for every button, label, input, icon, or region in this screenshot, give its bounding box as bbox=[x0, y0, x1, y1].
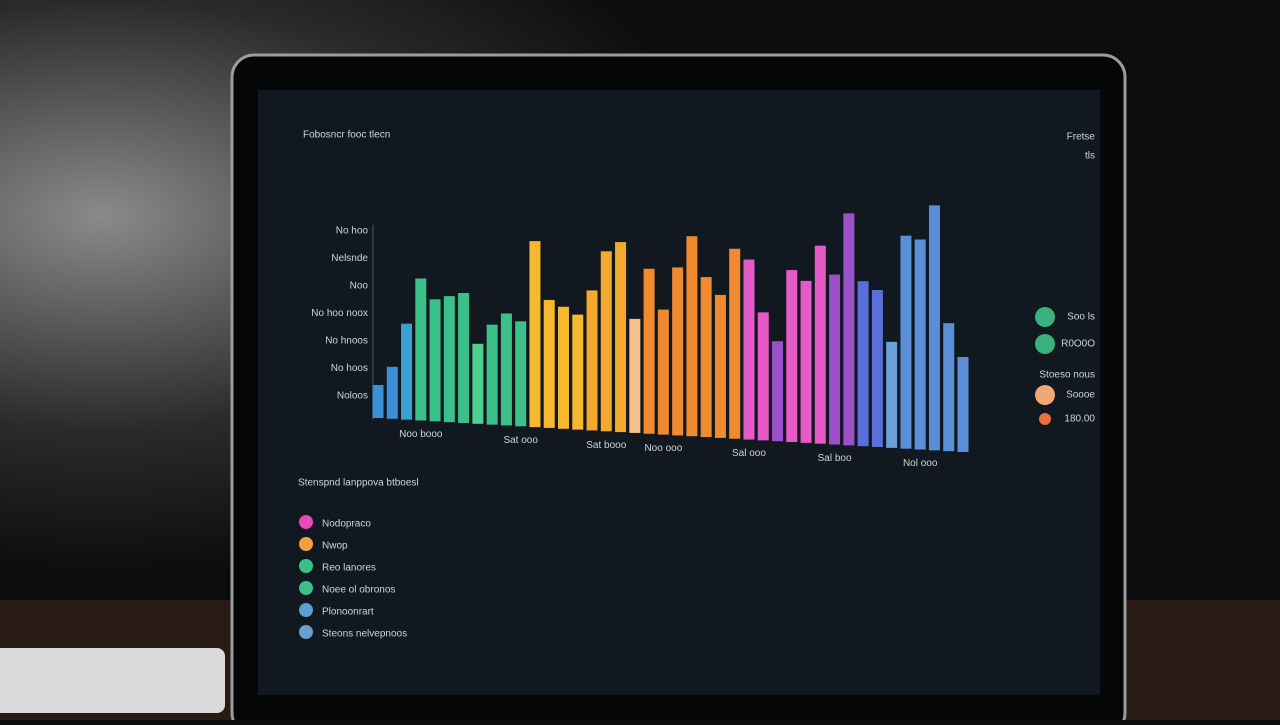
bar bbox=[386, 366, 398, 419]
legend-label: Noee ol obronos bbox=[322, 585, 395, 596]
legend-label: Stoeso nous bbox=[1039, 370, 1095, 381]
bar bbox=[886, 341, 898, 448]
bar bbox=[814, 245, 826, 444]
bar bbox=[529, 241, 541, 428]
legend-marker bbox=[299, 537, 313, 551]
x-tick-label: Nol ooo bbox=[903, 458, 938, 469]
bar bbox=[458, 292, 470, 423]
legend-marker bbox=[299, 581, 313, 595]
bar bbox=[500, 313, 512, 426]
corner-text: Fretse bbox=[1067, 132, 1096, 143]
bar bbox=[672, 267, 684, 436]
bar bbox=[586, 290, 598, 431]
y-axis-label: No hoos bbox=[331, 363, 368, 374]
legend-label: R0O0O bbox=[1061, 339, 1095, 350]
bar bbox=[857, 281, 869, 447]
bar bbox=[515, 321, 527, 427]
y-axis-label: No hnoos bbox=[325, 336, 368, 347]
bar bbox=[729, 248, 741, 439]
x-tick-label: Sal ooo bbox=[732, 448, 766, 459]
x-tick-label: Noo ooo bbox=[644, 443, 682, 454]
y-axis-label: No hoo noox bbox=[311, 308, 368, 319]
legend-label: Nwop bbox=[322, 541, 348, 552]
bar bbox=[914, 239, 926, 450]
bar bbox=[557, 306, 569, 429]
bar bbox=[871, 290, 883, 448]
keyboard bbox=[0, 648, 225, 713]
legend-label: 180.00 bbox=[1064, 414, 1095, 425]
bar bbox=[543, 299, 555, 428]
bar bbox=[943, 323, 955, 452]
bar bbox=[700, 277, 712, 438]
bar bbox=[372, 385, 384, 418]
bar bbox=[629, 318, 641, 433]
bar bbox=[429, 299, 441, 422]
bar bbox=[772, 341, 784, 442]
legend-label: Reo lanores bbox=[322, 563, 376, 574]
bar bbox=[401, 323, 413, 420]
bar bbox=[757, 312, 769, 441]
bar bbox=[786, 270, 798, 443]
bar bbox=[714, 294, 726, 438]
legend-marker bbox=[299, 603, 313, 617]
y-axis-label: No hoo bbox=[336, 226, 369, 237]
bar bbox=[415, 278, 427, 421]
bar bbox=[800, 280, 812, 443]
x-tick-label: Noo booo bbox=[399, 429, 443, 440]
x-tick-label: Sat ooo bbox=[503, 435, 538, 446]
legend-marker bbox=[1039, 413, 1051, 425]
legend-marker bbox=[299, 515, 313, 529]
legend-label: Soooe bbox=[1066, 390, 1095, 401]
bar bbox=[443, 296, 455, 423]
bar bbox=[829, 274, 841, 445]
bar bbox=[928, 205, 940, 451]
x-tick-label: Sat booo bbox=[586, 440, 626, 451]
corner-text: tls bbox=[1085, 151, 1095, 162]
y-axis-label: Noloos bbox=[337, 391, 368, 402]
bar bbox=[657, 309, 669, 435]
x-tick-label: Sal boo bbox=[818, 453, 852, 464]
legend-marker bbox=[1035, 307, 1055, 327]
legend-label: Plonoonrart bbox=[322, 607, 374, 618]
bar bbox=[643, 268, 655, 434]
legend-marker bbox=[1035, 385, 1055, 405]
y-axis-label: Nelsnde bbox=[331, 253, 368, 264]
legend-marker bbox=[299, 559, 313, 573]
chart-title: Fobosncr fooc tlecn bbox=[303, 130, 390, 141]
legend-marker bbox=[299, 625, 313, 639]
legend-label: Soo ls bbox=[1067, 312, 1095, 323]
legend-label: Nodopraco bbox=[322, 519, 371, 530]
bar bbox=[600, 251, 612, 432]
bar bbox=[743, 259, 755, 440]
bar bbox=[486, 324, 498, 425]
bar bbox=[957, 357, 969, 452]
legend-label: Steons nelvepnoos bbox=[322, 629, 407, 640]
bar bbox=[615, 242, 627, 433]
bar bbox=[472, 343, 484, 424]
y-axis-label: Noo bbox=[350, 281, 369, 292]
legend-title: Stenspnd lanppova btboesl bbox=[298, 478, 419, 489]
bar bbox=[900, 235, 912, 449]
bar bbox=[686, 236, 698, 437]
bar bbox=[843, 213, 855, 446]
bar bbox=[572, 314, 584, 430]
legend-marker bbox=[1035, 334, 1055, 354]
